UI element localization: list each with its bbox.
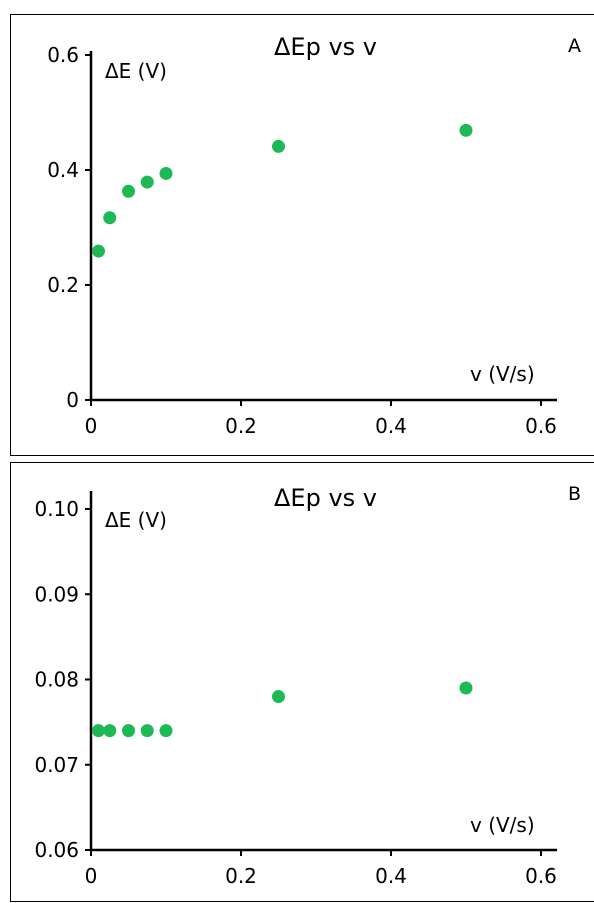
data-point — [92, 724, 105, 738]
data-point — [122, 724, 135, 738]
panel-label: B — [568, 483, 581, 505]
data-point — [92, 244, 105, 258]
y-tick-label: 0.08 — [34, 668, 79, 692]
x-tick-label: 0.4 — [375, 864, 407, 888]
x-axis-title: v (V/s) — [470, 813, 535, 837]
y-tick-label: 0 — [66, 388, 79, 412]
y-axis-title: ΔE (V) — [105, 508, 167, 532]
data-point — [122, 184, 135, 198]
data-point — [103, 724, 117, 738]
chart-a-svg: 0 0.2 0.4 0.6 0 0.2 0.4 0.6 ΔEp vs v ΔE (V) v (V/s… — [47, 33, 581, 438]
chart-title: ΔEp vs v — [274, 484, 377, 512]
chart-panel-a: 0 0.2 0.4 0.6 0 0.2 0.4 0.6 ΔEp vs v ΔE (V) v (V/s… — [10, 14, 594, 456]
x-axis-title: v (V/s) — [470, 362, 535, 386]
x-tick-label: 0.4 — [375, 414, 407, 438]
data-point — [159, 724, 173, 738]
y-tick-label: 0.09 — [34, 582, 79, 606]
y-tick-label: 0.2 — [47, 273, 79, 297]
x-tick-label: 0.6 — [525, 864, 557, 888]
y-tick-label: 0.10 — [34, 497, 79, 521]
y-tick-label: 0.06 — [34, 838, 79, 862]
x-tick-label: 0.6 — [525, 414, 557, 438]
x-tick-label: 0.2 — [225, 864, 257, 888]
x-tick-label: 0 — [85, 864, 98, 888]
x-tick-label: 0 — [85, 414, 98, 438]
chart-title: ΔEp vs v — [274, 33, 377, 61]
data-point — [272, 139, 285, 153]
panel-label: A — [568, 35, 581, 57]
x-tick-label: 0.2 — [225, 414, 257, 438]
y-tick-label: 0.4 — [47, 158, 79, 182]
data-point — [459, 681, 473, 695]
chart-b-svg: 0.06 0.07 0.08 0.09 0.10 0 0.2 0.4 0.6 ΔEp vs v ΔE… — [34, 483, 581, 888]
y-tick-label: 0.6 — [47, 43, 79, 67]
data-point — [159, 166, 173, 180]
data-point — [459, 123, 473, 137]
data-point — [140, 175, 154, 189]
chart-panel-b: 0.06 0.07 0.08 0.09 0.10 0 0.2 0.4 0.6 ΔEp vs v ΔE… — [10, 462, 594, 902]
data-point — [140, 724, 154, 738]
data-point — [272, 690, 285, 704]
data-point — [103, 211, 117, 225]
y-axis-title: ΔE (V) — [105, 59, 167, 83]
y-tick-label: 0.07 — [34, 753, 79, 777]
